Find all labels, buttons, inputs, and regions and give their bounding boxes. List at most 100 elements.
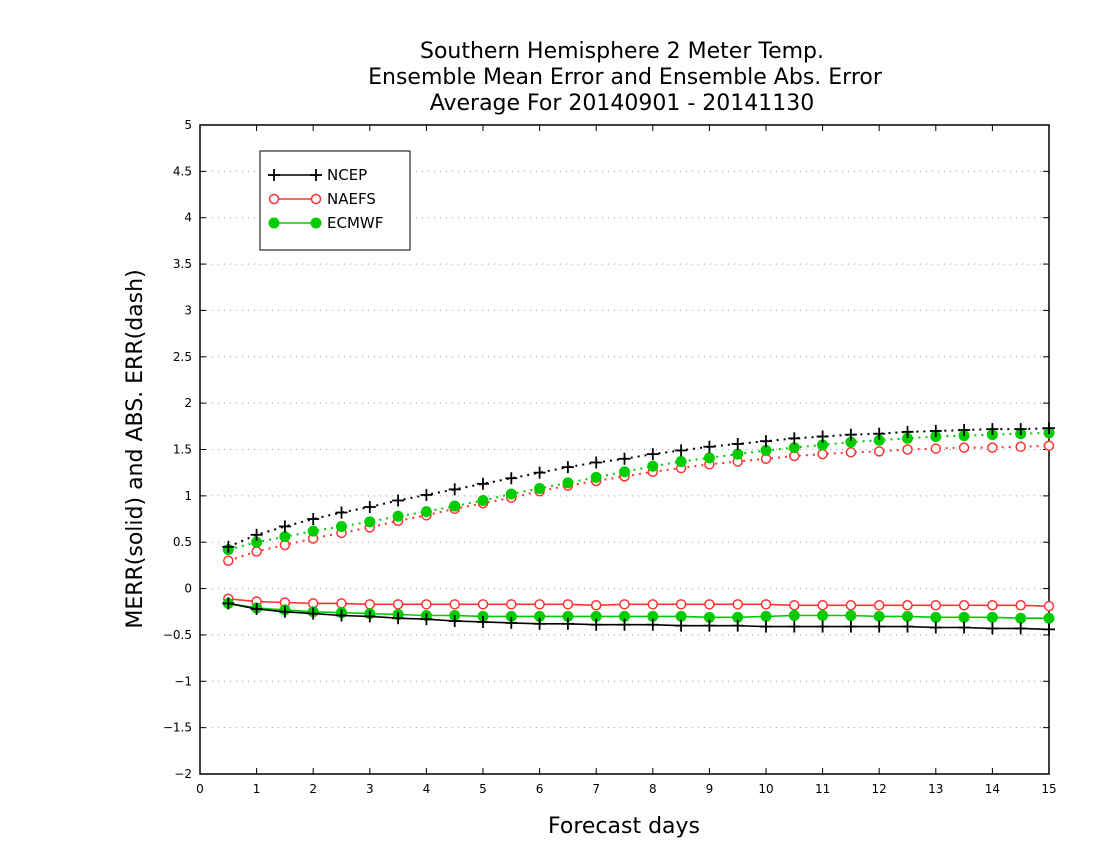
ncep-abs-err-point: [873, 427, 886, 440]
ncep-abs-err-point: [448, 483, 461, 496]
legend-label-ncep: NCEP: [327, 166, 367, 184]
y-tick-label: 0.5: [173, 535, 192, 549]
ecmwf-mean-err-point: [788, 609, 800, 621]
naefs-mean-err-point: [336, 598, 347, 609]
naefs-mean-err-point: [930, 600, 942, 611]
ncep-mean-err-point: [477, 615, 489, 628]
naefs-abs-err-point: [251, 546, 262, 557]
ecmwf-mean-err-point: [760, 610, 772, 622]
ncep-abs-err-point: [844, 428, 857, 441]
legend-entry-ncep: NCEP: [268, 166, 367, 184]
y-tick-label: 4: [184, 211, 192, 225]
ncep-mean-err-point: [533, 617, 546, 630]
y-axis-label: MERR(solid) and ABS. ERR(dash): [123, 269, 148, 628]
y-tick-label: 4.5: [173, 164, 192, 178]
naefs-mean-err-point: [958, 600, 970, 611]
chart-title-line-2: Ensemble Mean Error and Ensemble Abs. Er…: [368, 65, 883, 90]
ncep-abs-err-point: [986, 423, 999, 436]
ncep-mean-err-point: [222, 597, 235, 610]
naefs-abs-err-point: [817, 448, 828, 460]
ncep-mean-err-point: [760, 620, 772, 633]
x-tick-label: 9: [706, 782, 714, 796]
ecmwf-abs-err-point: [534, 482, 546, 494]
legend-entry-naefs: NAEFS: [268, 190, 376, 208]
ecmwf-abs-err-point: [590, 471, 602, 483]
ncep-abs-err-point: [222, 540, 235, 553]
y-tick-label: 3.5: [173, 257, 192, 271]
naefs-mean-err-point: [590, 600, 602, 611]
ecmwf-mean-err-point: [817, 609, 829, 621]
naefs-abs-err-point: [958, 442, 970, 453]
ecmwf-mean-err-point: [1015, 612, 1027, 624]
naefs-abs-err-point: [223, 555, 234, 567]
ecmwf-mean-err-point: [1043, 612, 1055, 624]
ncep-abs-err-point: [675, 444, 688, 457]
ncep-mean-err-point: [335, 609, 348, 622]
ncep-mean-err-point: [675, 619, 688, 632]
y-tick-label: 5: [184, 118, 192, 132]
naefs-abs-err-point: [987, 442, 998, 453]
ecmwf-mean-err-point: [986, 611, 998, 623]
ecmwf-abs-err-point: [449, 500, 461, 512]
ecmwf-abs-err-point: [647, 460, 659, 472]
ncep-mean-err-point: [590, 618, 603, 631]
series-layer: [222, 422, 1055, 636]
naefs-mean-err-point: [817, 600, 828, 611]
ncep-abs-err-point: [703, 440, 716, 453]
x-tick-label: 14: [985, 782, 1000, 796]
ncep-abs-err-point: [477, 477, 489, 490]
series-ecmwf: [222, 427, 1055, 624]
ncep-mean-err-point: [392, 612, 405, 625]
ncep-abs-err-point: [1014, 423, 1027, 436]
series-naefs: [223, 440, 1055, 612]
legend-marker-ncep: [310, 169, 322, 181]
ncep-abs-err-point: [363, 500, 376, 513]
ncep-abs-err-point: [420, 488, 433, 501]
legend-label-naefs: NAEFS: [327, 190, 376, 208]
x-tick-label: 3: [366, 782, 374, 796]
ncep-mean-err-point: [816, 620, 829, 633]
naefs-mean-err-point: [902, 600, 913, 611]
y-tick-label: 2: [184, 396, 192, 410]
y-tick-label: −2: [174, 767, 192, 781]
legend-marker-ncep: [268, 169, 280, 181]
x-tick-label: 5: [479, 782, 487, 796]
naefs-mean-err-point: [732, 599, 743, 610]
ncep-mean-err-point: [278, 605, 291, 618]
ecmwf-mean-err-point: [873, 610, 885, 622]
y-tick-label: 1.5: [173, 443, 192, 457]
legend-marker-naefs: [310, 193, 322, 205]
naefs-mean-err-point: [760, 599, 772, 610]
y-tick-label: −1: [174, 674, 192, 688]
ncep-mean-err-point: [703, 619, 716, 632]
x-tick-label: 10: [758, 782, 773, 796]
legend-marker-ecmwf: [310, 217, 322, 229]
ecmwf-mean-err-point: [845, 609, 857, 621]
y-tick-label: 2.5: [173, 350, 192, 364]
ncep-abs-err-point: [590, 456, 603, 469]
naefs-mean-err-point: [534, 599, 545, 610]
ncep-mean-err-point: [1014, 622, 1027, 635]
ecmwf-mean-err-point: [958, 611, 970, 623]
naefs-abs-err-point: [845, 447, 857, 458]
x-tick-label: 6: [536, 782, 544, 796]
naefs-mean-err-point: [477, 599, 489, 610]
ecmwf-abs-err-point: [420, 506, 432, 518]
naefs-mean-err-point: [845, 600, 857, 611]
ecmwf-abs-err-point: [364, 516, 376, 528]
naefs-mean-err-point: [789, 600, 800, 611]
chart-title-line-1: Southern Hemisphere 2 Meter Temp.: [420, 39, 824, 64]
naefs-mean-err-point: [421, 599, 432, 610]
x-tick-label: 2: [309, 782, 317, 796]
y-tick-label: 0: [184, 582, 192, 596]
x-tick-label: 11: [815, 782, 830, 796]
legend-label-ecmwf: ECMWF: [327, 214, 383, 232]
naefs-mean-err-point: [364, 599, 376, 610]
ncep-abs-err-point: [533, 466, 546, 479]
naefs-mean-err-line: [228, 598, 1050, 607]
y-tick-label: 3: [184, 303, 192, 317]
ncep-mean-err-point: [844, 620, 857, 633]
legend: NCEP NAEFS ECMWF: [259, 150, 411, 251]
x-tick-label: 13: [928, 782, 943, 796]
ncep-mean-err-point: [561, 617, 574, 630]
